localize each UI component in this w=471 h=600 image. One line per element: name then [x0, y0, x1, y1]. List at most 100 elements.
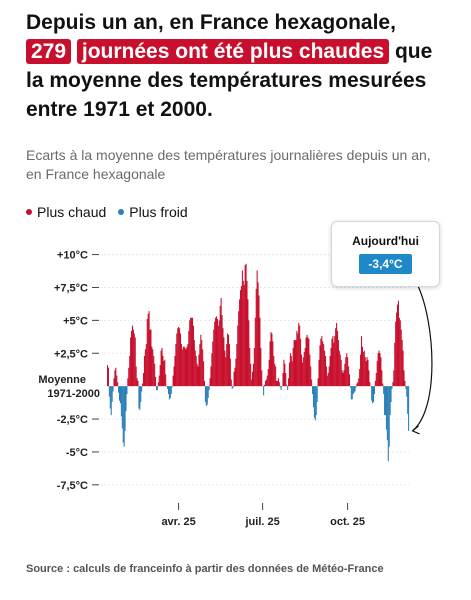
bar	[128, 367, 130, 387]
bar	[124, 386, 126, 431]
bar	[168, 386, 170, 400]
today-arrowhead	[411, 425, 420, 435]
bar	[139, 386, 141, 410]
bar	[195, 355, 197, 387]
bar	[302, 357, 304, 387]
bar	[396, 304, 399, 387]
bar	[146, 319, 148, 387]
today-tooltip: Aujourd'hui -3,4°C	[331, 221, 440, 287]
bar	[385, 386, 387, 430]
bar	[282, 373, 284, 387]
bar	[107, 367, 109, 387]
bar	[255, 288, 257, 387]
bar	[271, 333, 273, 387]
bar	[156, 386, 158, 391]
bar	[141, 386, 143, 392]
x-tick-label: juil. 25	[244, 516, 279, 528]
x-tick-label: oct. 25	[330, 516, 365, 528]
bar	[340, 359, 342, 387]
bar	[217, 325, 219, 387]
legend-item-warmer: Plus chaud	[26, 204, 106, 220]
bar	[269, 341, 271, 387]
bar	[247, 299, 249, 387]
bar	[367, 359, 369, 387]
bar	[395, 321, 397, 387]
bar	[292, 348, 294, 387]
bar	[159, 365, 161, 387]
bar	[375, 373, 377, 387]
legend-dot-warmer	[26, 209, 32, 215]
bar	[252, 363, 254, 387]
bar	[309, 354, 311, 387]
bar	[328, 366, 330, 387]
bar	[214, 321, 216, 387]
bar	[306, 334, 308, 387]
bar	[312, 386, 315, 408]
bar	[143, 355, 146, 387]
bar	[398, 317, 400, 387]
bar	[368, 370, 370, 387]
bar	[239, 299, 241, 387]
bar	[153, 355, 155, 387]
bar	[327, 373, 329, 387]
bar	[359, 369, 361, 387]
bar	[246, 280, 248, 387]
legend-dot-colder	[118, 209, 125, 215]
bar	[394, 342, 396, 387]
bar	[379, 353, 381, 387]
bar	[261, 370, 263, 387]
bar	[336, 330, 339, 387]
bar	[152, 349, 154, 387]
bar	[109, 386, 111, 409]
bar	[173, 366, 175, 387]
bar	[180, 344, 182, 387]
bar	[135, 366, 137, 387]
tooltip-label: Aujourd'hui	[352, 234, 419, 248]
bar	[227, 333, 229, 387]
bar	[382, 383, 384, 387]
y-tick-label: -5°C	[66, 447, 88, 459]
bar	[287, 386, 289, 391]
bar	[347, 357, 349, 387]
bar	[348, 366, 350, 387]
bar	[131, 325, 134, 387]
bar	[107, 365, 109, 387]
bar	[205, 386, 207, 406]
bar	[183, 346, 185, 387]
bar	[132, 329, 134, 387]
bar	[369, 382, 371, 387]
highlight-number: 279	[26, 39, 72, 64]
bar	[215, 317, 217, 387]
bar	[332, 336, 334, 387]
bar	[134, 337, 136, 387]
bar	[230, 379, 232, 387]
bar	[354, 386, 356, 392]
bar	[397, 300, 399, 387]
bar	[224, 350, 226, 387]
bar	[140, 386, 142, 402]
bar	[311, 379, 313, 387]
bar	[138, 386, 140, 409]
y-tick-label: -7,5°C	[57, 480, 88, 492]
bar	[238, 311, 240, 387]
bar	[215, 316, 218, 387]
chart-subtitle: Ecarts à la moyenne des températures jou…	[26, 147, 431, 182]
bar	[121, 386, 123, 429]
bar	[289, 353, 291, 387]
bar	[172, 375, 174, 387]
bar	[185, 349, 187, 387]
bar	[346, 353, 348, 387]
bar	[280, 386, 282, 391]
bar	[361, 346, 363, 387]
bar	[148, 311, 150, 387]
bar	[366, 357, 368, 387]
bar	[330, 348, 332, 387]
bar	[198, 354, 200, 387]
y-tick-label: +2,5°C	[54, 348, 88, 360]
bar	[211, 353, 213, 387]
bar	[184, 348, 186, 387]
bar	[167, 386, 169, 389]
bar	[253, 348, 255, 387]
bar	[151, 346, 153, 387]
bar	[116, 375, 118, 387]
